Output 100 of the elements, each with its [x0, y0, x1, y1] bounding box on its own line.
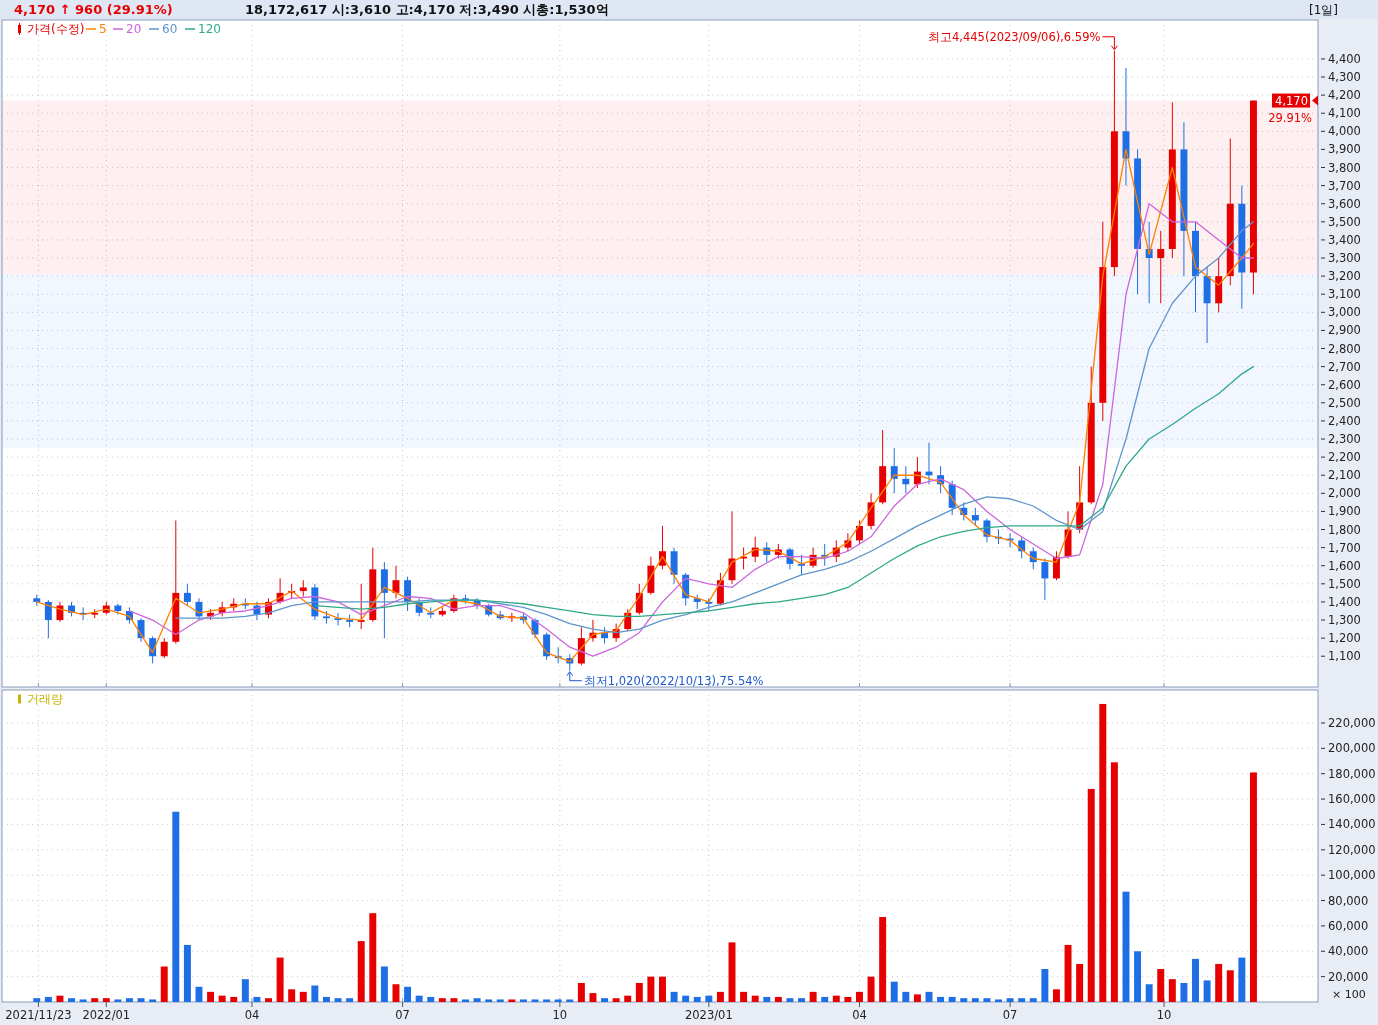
- y-tick-label: 3,800: [1328, 160, 1361, 175]
- y-tick-label: 3,500: [1328, 214, 1361, 229]
- bar: [288, 989, 296, 1002]
- x-tick-label: 2023/01: [684, 1008, 733, 1022]
- y-tick-label: 4,400: [1328, 51, 1361, 66]
- x-tick-label: 2022/01: [82, 1008, 131, 1022]
- bar: [415, 995, 423, 1002]
- text: 거래량: [27, 692, 63, 706]
- bar: [1168, 979, 1176, 1002]
- y-tick-label: 200,000: [1328, 741, 1376, 756]
- y-tick-label: 2,600: [1328, 377, 1361, 392]
- bar: [809, 991, 817, 1002]
- bar: [1018, 998, 1026, 1002]
- y-tick-label: 1,300: [1328, 613, 1361, 628]
- bar: [601, 998, 609, 1002]
- legend-label: 5: [99, 22, 107, 36]
- bar: [937, 996, 945, 1002]
- bar: [774, 996, 782, 1002]
- candlestick: [380, 561, 388, 639]
- bar: [508, 999, 516, 1002]
- x-tick-label: 2021/11/23: [5, 1008, 72, 1022]
- bar: [832, 995, 840, 1002]
- legend-label: 20: [126, 22, 142, 36]
- candlestick: [855, 519, 863, 545]
- legend-label: 가격(수정): [27, 22, 85, 36]
- bar: [519, 999, 527, 1002]
- annotation: 29.91%: [1268, 110, 1313, 125]
- bar: [1064, 944, 1072, 1002]
- bar: [798, 998, 806, 1002]
- bar: [855, 991, 863, 1002]
- candlestick: [971, 507, 979, 527]
- bar: [960, 998, 968, 1002]
- y-tick-label: 1,900: [1328, 504, 1361, 519]
- annotation: 최고4,445(2023/09/06),6.59%: [928, 29, 1101, 44]
- bar: [948, 996, 956, 1002]
- bar: [821, 996, 829, 1002]
- y-tick-label: 3,700: [1328, 178, 1361, 193]
- bar: [763, 996, 771, 1002]
- bar: [91, 998, 99, 1002]
- bar: [369, 913, 377, 1002]
- bar: [265, 998, 272, 1002]
- y-tick-label: 3,900: [1328, 142, 1361, 157]
- bar: [659, 976, 666, 1002]
- bar: [1157, 969, 1165, 1002]
- x-tick-label: 07: [1002, 1008, 1018, 1022]
- bar: [438, 998, 446, 1002]
- bar: [207, 991, 215, 1002]
- bar: [357, 941, 365, 1002]
- bar: [44, 996, 52, 1002]
- x-tick-label: 04: [244, 1008, 260, 1022]
- bar: [183, 944, 191, 1002]
- bar: [589, 993, 597, 1002]
- y-tick-label: 2,200: [1328, 450, 1361, 465]
- bar: [56, 995, 64, 1002]
- bar: [1192, 958, 1199, 1002]
- bar: [218, 995, 226, 1002]
- candlestick: [635, 583, 643, 616]
- x-tick-label: 10: [1156, 1008, 1172, 1022]
- bar: [902, 991, 910, 1002]
- y-tick-label: 3,000: [1328, 305, 1361, 320]
- bar: [311, 985, 319, 1002]
- bar: [125, 998, 133, 1002]
- annotation: 4,170: [1275, 93, 1308, 108]
- bar: [1145, 984, 1153, 1002]
- bar: [462, 999, 469, 1002]
- bar: [1052, 989, 1060, 1002]
- y-tick-label: 1,700: [1328, 540, 1361, 555]
- y-tick-label: 3,600: [1328, 196, 1361, 211]
- y-tick-label: 140,000: [1328, 817, 1376, 832]
- bar: [983, 998, 991, 1002]
- bar: [566, 999, 574, 1002]
- bar: [404, 986, 412, 1002]
- y-tick-label: 180,000: [1328, 766, 1376, 781]
- y-tick-label: 3,400: [1328, 232, 1361, 247]
- bar: [450, 998, 458, 1002]
- bar: [624, 995, 632, 1002]
- bar: [33, 998, 41, 1002]
- candlestick: [392, 565, 400, 599]
- y-axis-title: × 100: [1332, 988, 1366, 1001]
- y-tick-label: 20,000: [1328, 969, 1369, 984]
- bar: [995, 999, 1002, 1002]
- y-tick-label: 2,000: [1328, 486, 1361, 501]
- y-tick-label: 2,700: [1328, 359, 1361, 374]
- y-tick-label: 120,000: [1328, 842, 1376, 857]
- bar: [1110, 762, 1118, 1002]
- candlestick: [1157, 230, 1165, 304]
- bar: [149, 999, 157, 1002]
- bar: [1099, 703, 1107, 1002]
- bar: [531, 999, 539, 1002]
- bar: [554, 999, 562, 1002]
- bar: [322, 996, 330, 1002]
- bar: [137, 998, 145, 1002]
- candlestick: [867, 492, 875, 531]
- bar: [473, 998, 481, 1002]
- chart-title: 4,170 ↑ 960 (29.91%): [14, 2, 173, 17]
- y-tick-label: 1,400: [1328, 594, 1361, 609]
- x-tick-label: 04: [852, 1008, 867, 1022]
- bar: [577, 982, 585, 1002]
- x-tick-label: 07: [395, 1008, 410, 1022]
- bar: [740, 991, 748, 1002]
